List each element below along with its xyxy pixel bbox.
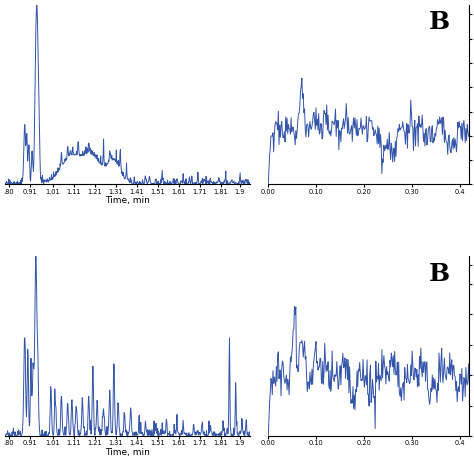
Text: B: B (429, 10, 450, 34)
Text: B: B (429, 262, 450, 286)
X-axis label: Time, min: Time, min (105, 447, 150, 456)
X-axis label: Time, min: Time, min (105, 196, 150, 205)
